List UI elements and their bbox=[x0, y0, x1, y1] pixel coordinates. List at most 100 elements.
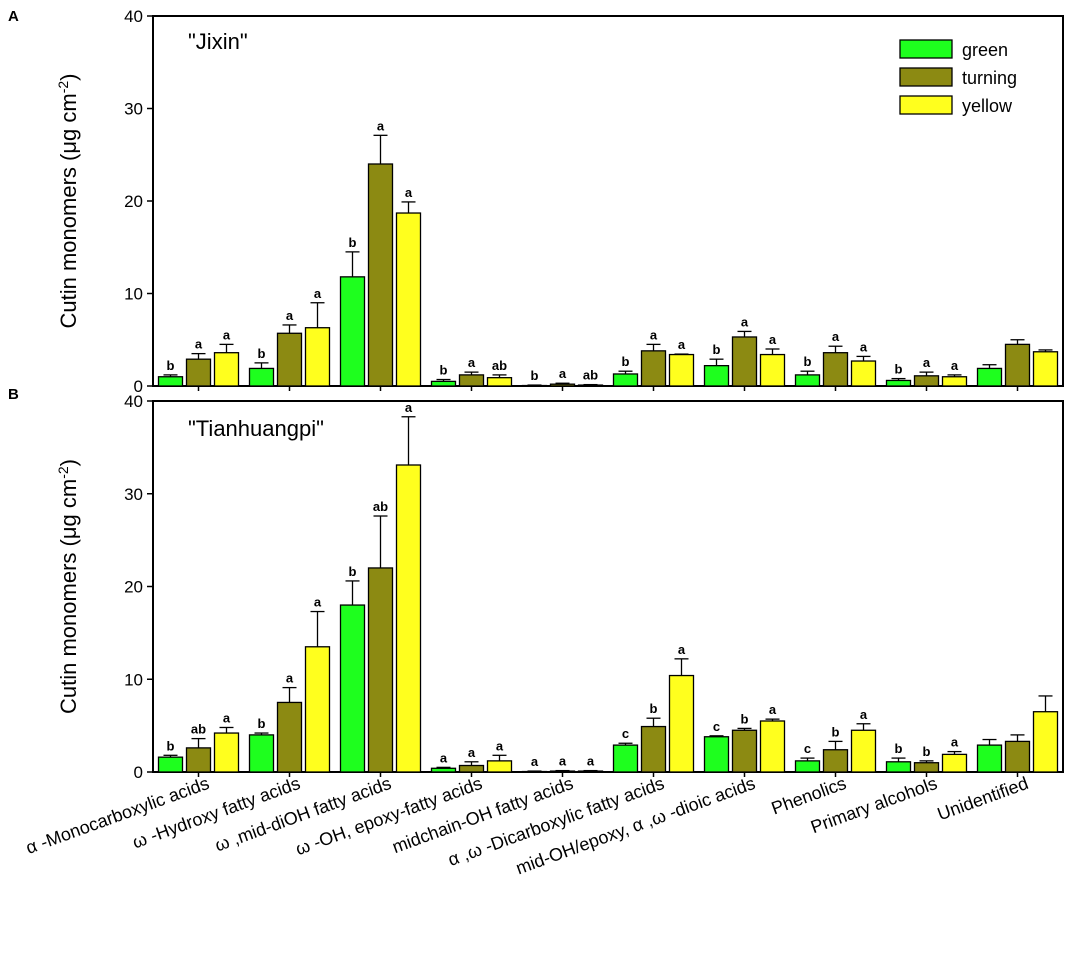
panel-a-significance-letter: b bbox=[622, 354, 630, 369]
panel-b-bar-yellow bbox=[668, 674, 695, 773]
panel-b-bar-turning bbox=[1004, 740, 1031, 773]
panel-b-y-axis-label: Cutin monomers (μg cm-2) bbox=[55, 459, 81, 714]
panel-b-y-tick-label: 40 bbox=[124, 392, 143, 411]
panel-b-significance-letter: a bbox=[531, 754, 539, 769]
panel-b-bar-turning bbox=[913, 762, 940, 773]
panel-a-bar-green bbox=[157, 376, 184, 387]
panel-a-bar-yellow bbox=[941, 376, 968, 387]
panel-b-bar-turning bbox=[276, 701, 303, 773]
panel-a-bar-turning bbox=[1004, 343, 1031, 387]
panel-a-significance-letter: ab bbox=[583, 368, 598, 383]
panel-b-bar-yellow bbox=[304, 646, 331, 773]
panel-b-significance-letter: a bbox=[440, 750, 448, 765]
panel-a-bar-turning bbox=[640, 350, 667, 387]
panel-b-significance-letter: a bbox=[860, 707, 868, 722]
panel-a-significance-letter: a bbox=[860, 339, 868, 354]
panel-b-significance-letter: b bbox=[923, 744, 931, 759]
panel-b-significance-letter: a bbox=[587, 754, 595, 769]
panel-b-bar-turning bbox=[458, 764, 485, 773]
panel-b-significance-letter: c bbox=[804, 741, 811, 756]
panel-b-bar-green bbox=[612, 744, 639, 773]
panel-a-significance-letter: a bbox=[650, 327, 658, 342]
panel-b: B "Tianhuangpi" 0 10 20 30 40 Cutin monomers … bbox=[8, 386, 1064, 782]
panel-b-bar-green bbox=[703, 736, 730, 773]
panel-b-title: "Tianhuangpi" bbox=[188, 416, 324, 441]
panel-a-bar-yellow bbox=[759, 353, 786, 387]
panel-b-significance-letter: a bbox=[496, 738, 504, 753]
panel-a-significance-letter: a bbox=[468, 355, 476, 370]
panel-b-significance-letter: a bbox=[223, 710, 231, 725]
panel-b-significance-letter: b bbox=[741, 711, 749, 726]
panel-a-significance-letter: a bbox=[377, 118, 385, 133]
panel-a-y-tick-label: 10 bbox=[124, 285, 143, 304]
panel-b-y-tick-label: 30 bbox=[124, 485, 143, 504]
panel-a-significance-letter: a bbox=[405, 185, 413, 200]
panel-b-bar-green bbox=[794, 760, 821, 773]
legend-swatch-green bbox=[899, 39, 953, 59]
panel-b-significance-letter: b bbox=[832, 724, 840, 739]
panel-b-label: B bbox=[8, 386, 19, 403]
panel-a-significance-letter: a bbox=[314, 286, 322, 301]
panel-b-bar-yellow bbox=[850, 729, 877, 773]
panel-b-significance-letter: c bbox=[713, 719, 720, 734]
panel-a-bar-yellow bbox=[668, 353, 695, 387]
panel-a-bar-turning bbox=[367, 163, 394, 387]
panel-a-title: "Jixin" bbox=[188, 29, 248, 54]
panel-a-bar-green bbox=[885, 379, 912, 387]
panel-b-significance-letter: b bbox=[895, 741, 903, 756]
panel-b-significance-letter: b bbox=[258, 716, 266, 731]
panel-a-significance-letter: b bbox=[167, 358, 175, 373]
panel-b-bar-yellow bbox=[213, 732, 240, 773]
panel-a-significance-letter: b bbox=[258, 346, 266, 361]
panel-a-significance-letter: a bbox=[195, 337, 203, 352]
panel-b-significance-letter: a bbox=[769, 702, 777, 717]
panel-b-bar-turning bbox=[640, 725, 667, 773]
panel-a-bar-turning bbox=[458, 374, 485, 387]
panel-a-significance-letter: b bbox=[713, 342, 721, 357]
panel-b-significance-letter: a bbox=[405, 400, 413, 415]
panel-a-bar-turning bbox=[185, 358, 212, 387]
panel-a-significance-letter: a bbox=[678, 337, 686, 352]
legend-label-yellow: yellow bbox=[962, 96, 1013, 116]
panel-a-bar-turning bbox=[913, 375, 940, 387]
panel-a-bar-yellow bbox=[486, 377, 513, 387]
panel-b-y-tick-label: 20 bbox=[124, 578, 143, 597]
panel-a-significance-letter: a bbox=[951, 358, 959, 373]
panel-b-significance-letter: a bbox=[286, 671, 294, 686]
panel-b-significance-letter: a bbox=[678, 642, 686, 657]
x-category-label: Unidentified bbox=[935, 773, 1031, 824]
panel-b-y-tick-label: 10 bbox=[124, 670, 143, 689]
legend-swatch-turning bbox=[899, 67, 953, 87]
panel-a-y-tick-label: 30 bbox=[124, 100, 143, 119]
panel-b-bar-green bbox=[339, 604, 366, 773]
panel-b-bar-yellow bbox=[759, 720, 786, 773]
panel-a-bar-yellow bbox=[395, 212, 422, 387]
panel-a-significance-letter: a bbox=[769, 332, 777, 347]
panel-b-bar-yellow bbox=[395, 464, 422, 773]
panel-a-significance-letter: a bbox=[741, 314, 749, 329]
panel-b-bar-turning bbox=[822, 749, 849, 773]
panel-b-significance-letter: a bbox=[951, 735, 959, 750]
panel-b-significance-letter: a bbox=[559, 754, 567, 769]
panel-b-significance-letter: a bbox=[468, 745, 476, 760]
panel-b-bar-turning bbox=[185, 747, 212, 773]
panel-b-significance-letter: ab bbox=[191, 722, 206, 737]
panel-a: A "Jixin" 0 10 20 30 40 Cutin monomers (μg cm… bbox=[8, 7, 1064, 396]
panel-a-significance-letter: b bbox=[895, 362, 903, 377]
panel-a-bar-yellow bbox=[1032, 351, 1059, 387]
legend: green turning yellow bbox=[899, 39, 1017, 116]
panel-b-bar-turning bbox=[731, 729, 758, 773]
panel-b-bar-yellow bbox=[1032, 711, 1059, 773]
panel-a-y-tick-label: 0 bbox=[134, 377, 143, 396]
panel-a-y-tick-label: 20 bbox=[124, 192, 143, 211]
panel-b-bar-green bbox=[248, 734, 275, 773]
panel-a-bar-green bbox=[703, 364, 730, 387]
panel-a-y-tick-label: 40 bbox=[124, 7, 143, 26]
panel-a-bar-green bbox=[430, 380, 457, 387]
panel-a-label: A bbox=[8, 8, 19, 25]
panel-a-bar-yellow bbox=[213, 352, 240, 387]
panel-b-bar-green bbox=[430, 767, 457, 773]
panel-b-significance-letter: ab bbox=[373, 499, 388, 514]
